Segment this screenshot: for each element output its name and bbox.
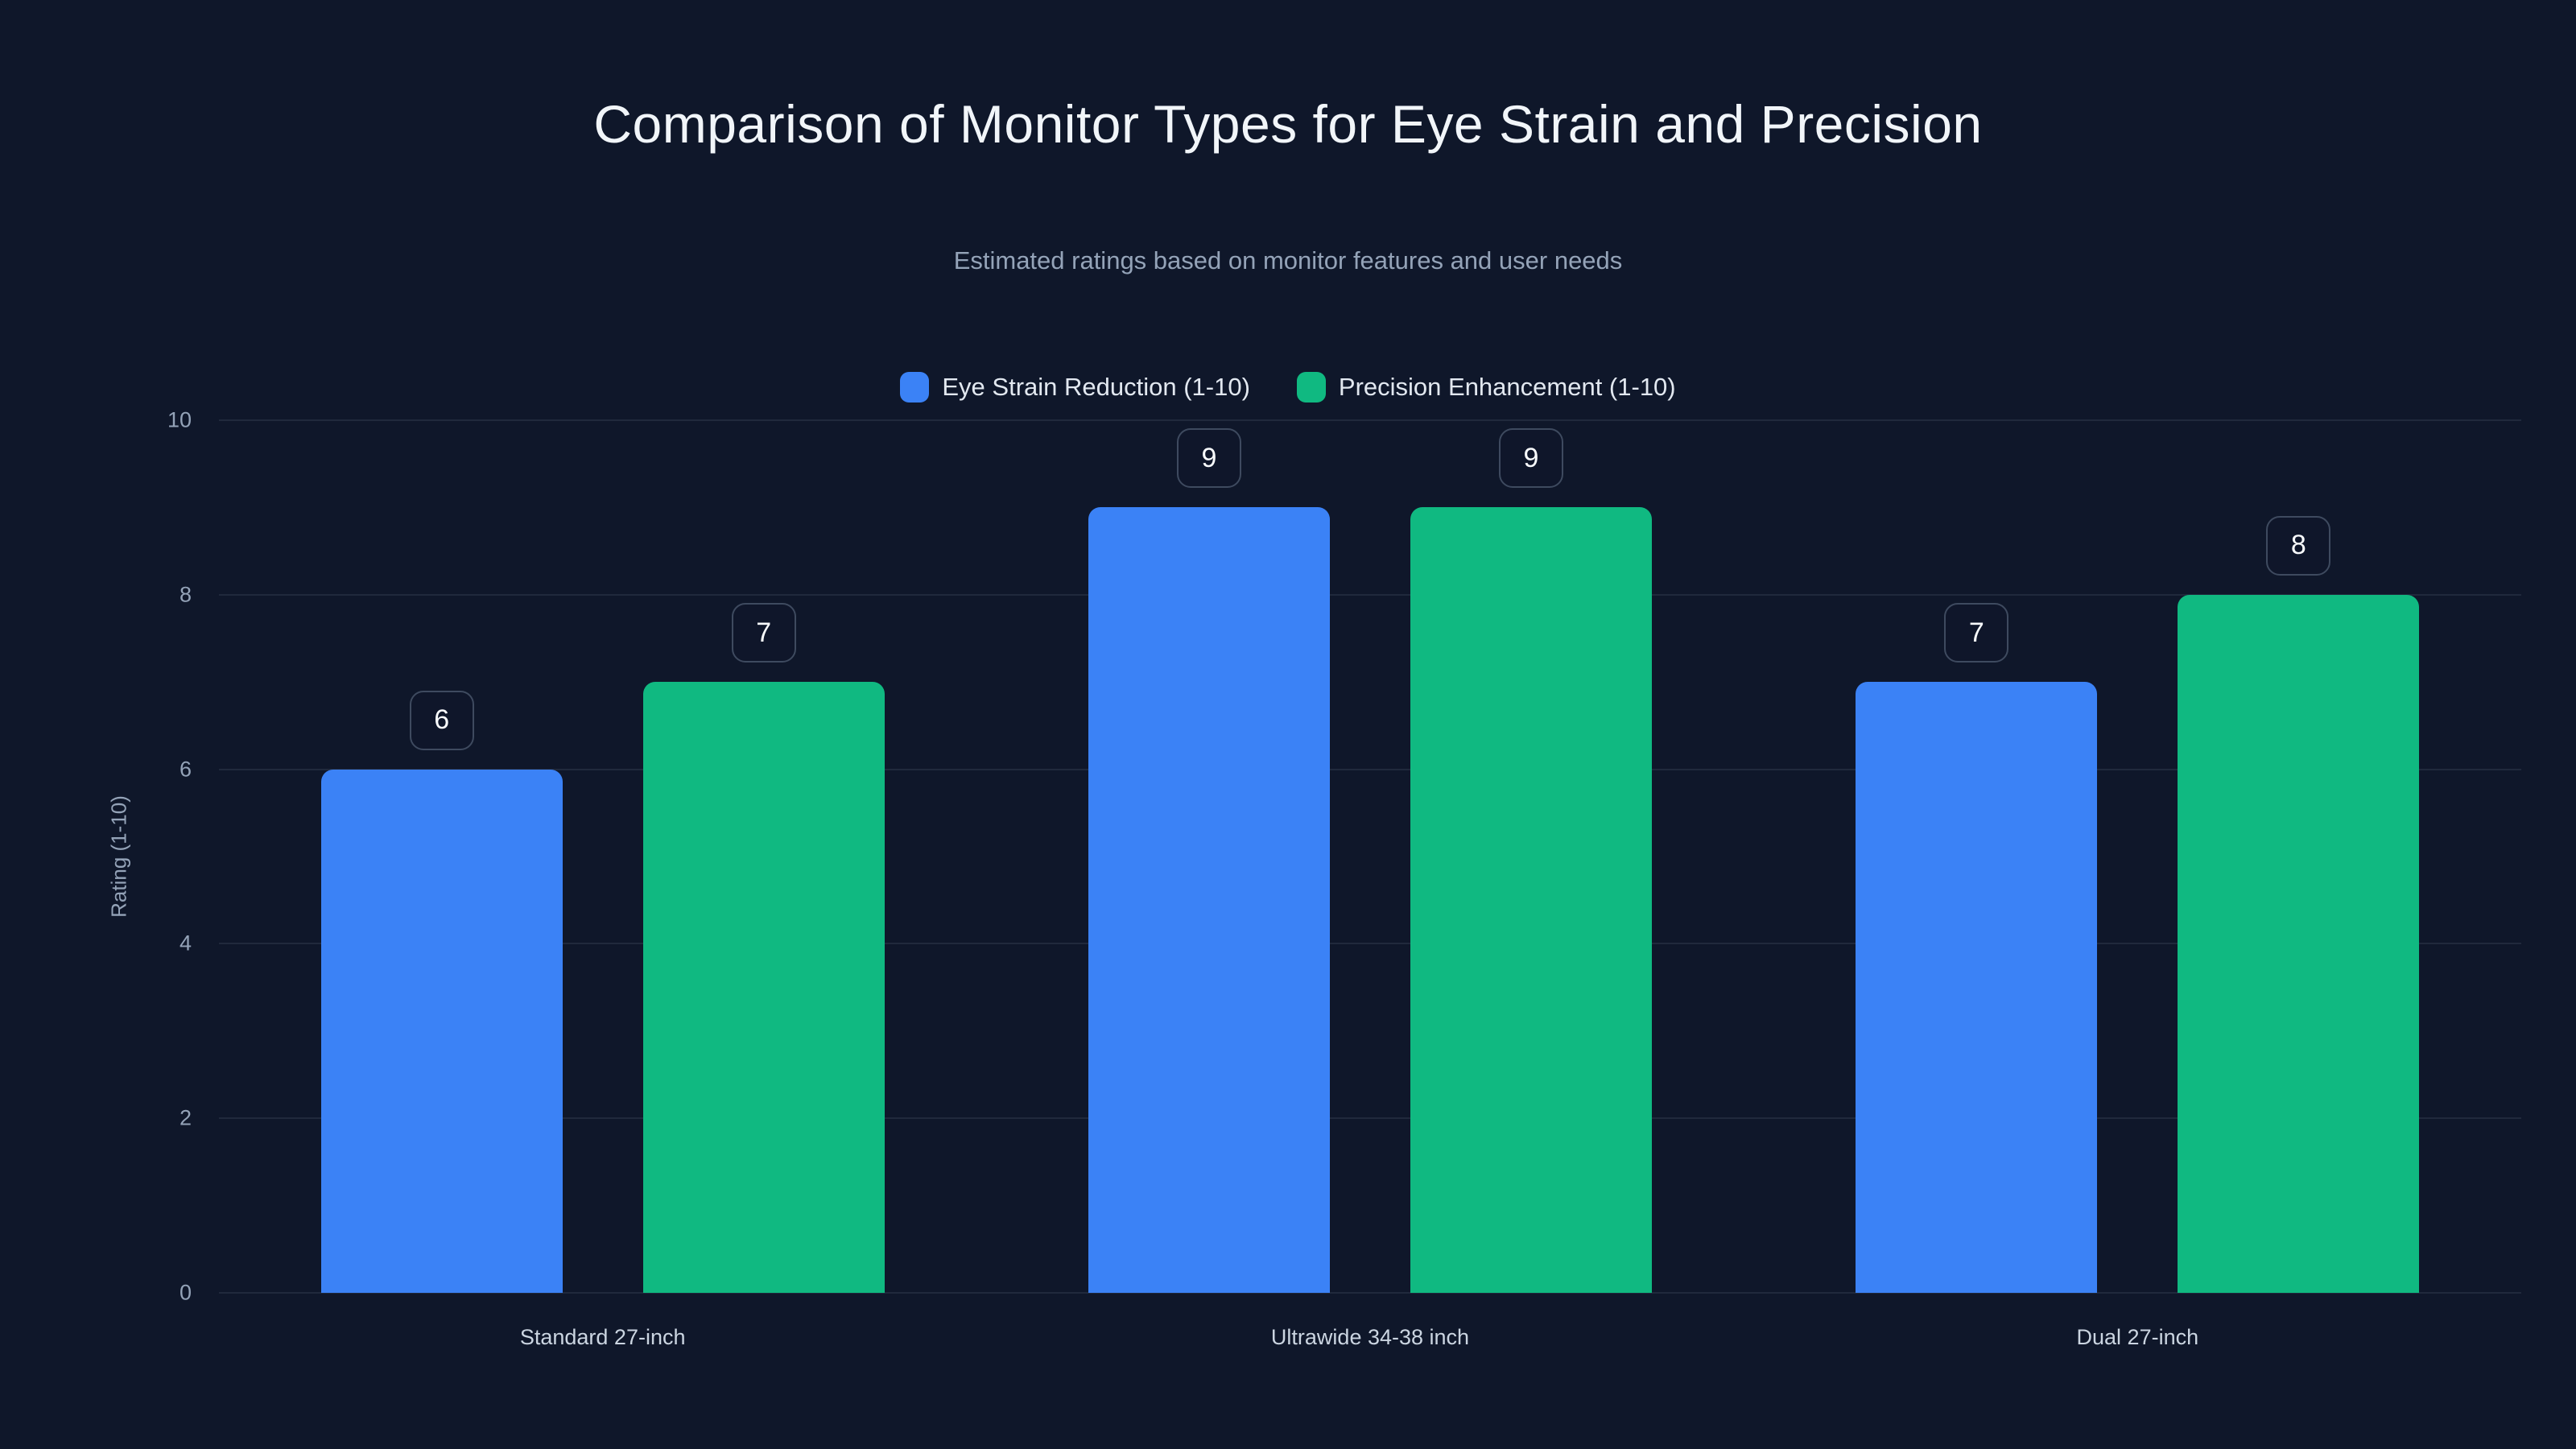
gridline <box>219 1292 2521 1294</box>
x-axis-category-label: Standard 27-inch <box>519 1325 686 1349</box>
bar-series-1 <box>1088 507 1330 1293</box>
legend-item: Precision Enhancement (1-10) <box>1296 372 1676 402</box>
y-axis-tick-label: 6 <box>179 757 192 782</box>
bar-with-label: 6 <box>320 420 563 1293</box>
x-axis-category-row: Standard 27-inch Ultrawide 34-38 inch Dual… <box>219 1325 2521 1350</box>
bar-series-2 <box>2178 594 2420 1293</box>
bar-series-2 <box>1410 507 1652 1293</box>
gridline-layer: 0 2 4 6 8 10 <box>167 408 2521 1305</box>
gridline <box>219 593 2521 596</box>
y-axis-tick-label: 10 <box>167 407 192 432</box>
bar-with-label: 9 <box>1088 420 1330 1293</box>
bar-with-label: 8 <box>2178 420 2420 1293</box>
legend-label: Precision Enhancement (1-10) <box>1338 373 1676 401</box>
legend-swatch-icon <box>900 372 930 402</box>
y-axis-tick-label: 4 <box>179 931 192 956</box>
y-axis-tick-label: 0 <box>179 1280 192 1305</box>
bar-with-label: 9 <box>1410 420 1652 1293</box>
bar-series-1 <box>320 769 563 1293</box>
y-axis-title: Rating (1-10) <box>106 795 131 918</box>
value-label-badge: 7 <box>731 603 796 663</box>
legend-item: Eye Strain Reduction (1-10) <box>900 372 1250 402</box>
chart-subtitle: Estimated ratings based on monitor featu… <box>953 246 1623 275</box>
bar-series-2 <box>642 682 885 1293</box>
bar-with-label: 7 <box>642 420 885 1293</box>
bar-with-label: 7 <box>1856 420 2098 1293</box>
gridline <box>219 943 2521 945</box>
chart-legend: Eye Strain Reduction (1-10) Precision Enh… <box>0 372 2576 402</box>
gridline <box>219 1117 2521 1120</box>
y-axis-tick-label: 8 <box>179 582 192 607</box>
value-label-badge: 8 <box>2266 515 2331 576</box>
gridline <box>219 768 2521 770</box>
value-label-badge: 7 <box>1944 603 2009 663</box>
value-label-badge: 9 <box>1498 428 1563 489</box>
bar-series-1 <box>1856 682 2098 1293</box>
legend-swatch-icon <box>1296 372 1326 402</box>
value-label-badge: 9 <box>1176 428 1241 489</box>
x-axis-category-label: Dual 27-inch <box>2076 1325 2199 1349</box>
x-axis-category-label: Ultrawide 34-38 inch <box>1270 1325 1470 1349</box>
y-axis-tick-label: 2 <box>179 1105 192 1130</box>
value-label-badge: 6 <box>409 690 474 750</box>
chart-title: Comparison of Monitor Types for Eye Stra… <box>593 94 1983 154</box>
gridline <box>219 419 2521 421</box>
legend-label: Eye Strain Reduction (1-10) <box>942 373 1250 401</box>
